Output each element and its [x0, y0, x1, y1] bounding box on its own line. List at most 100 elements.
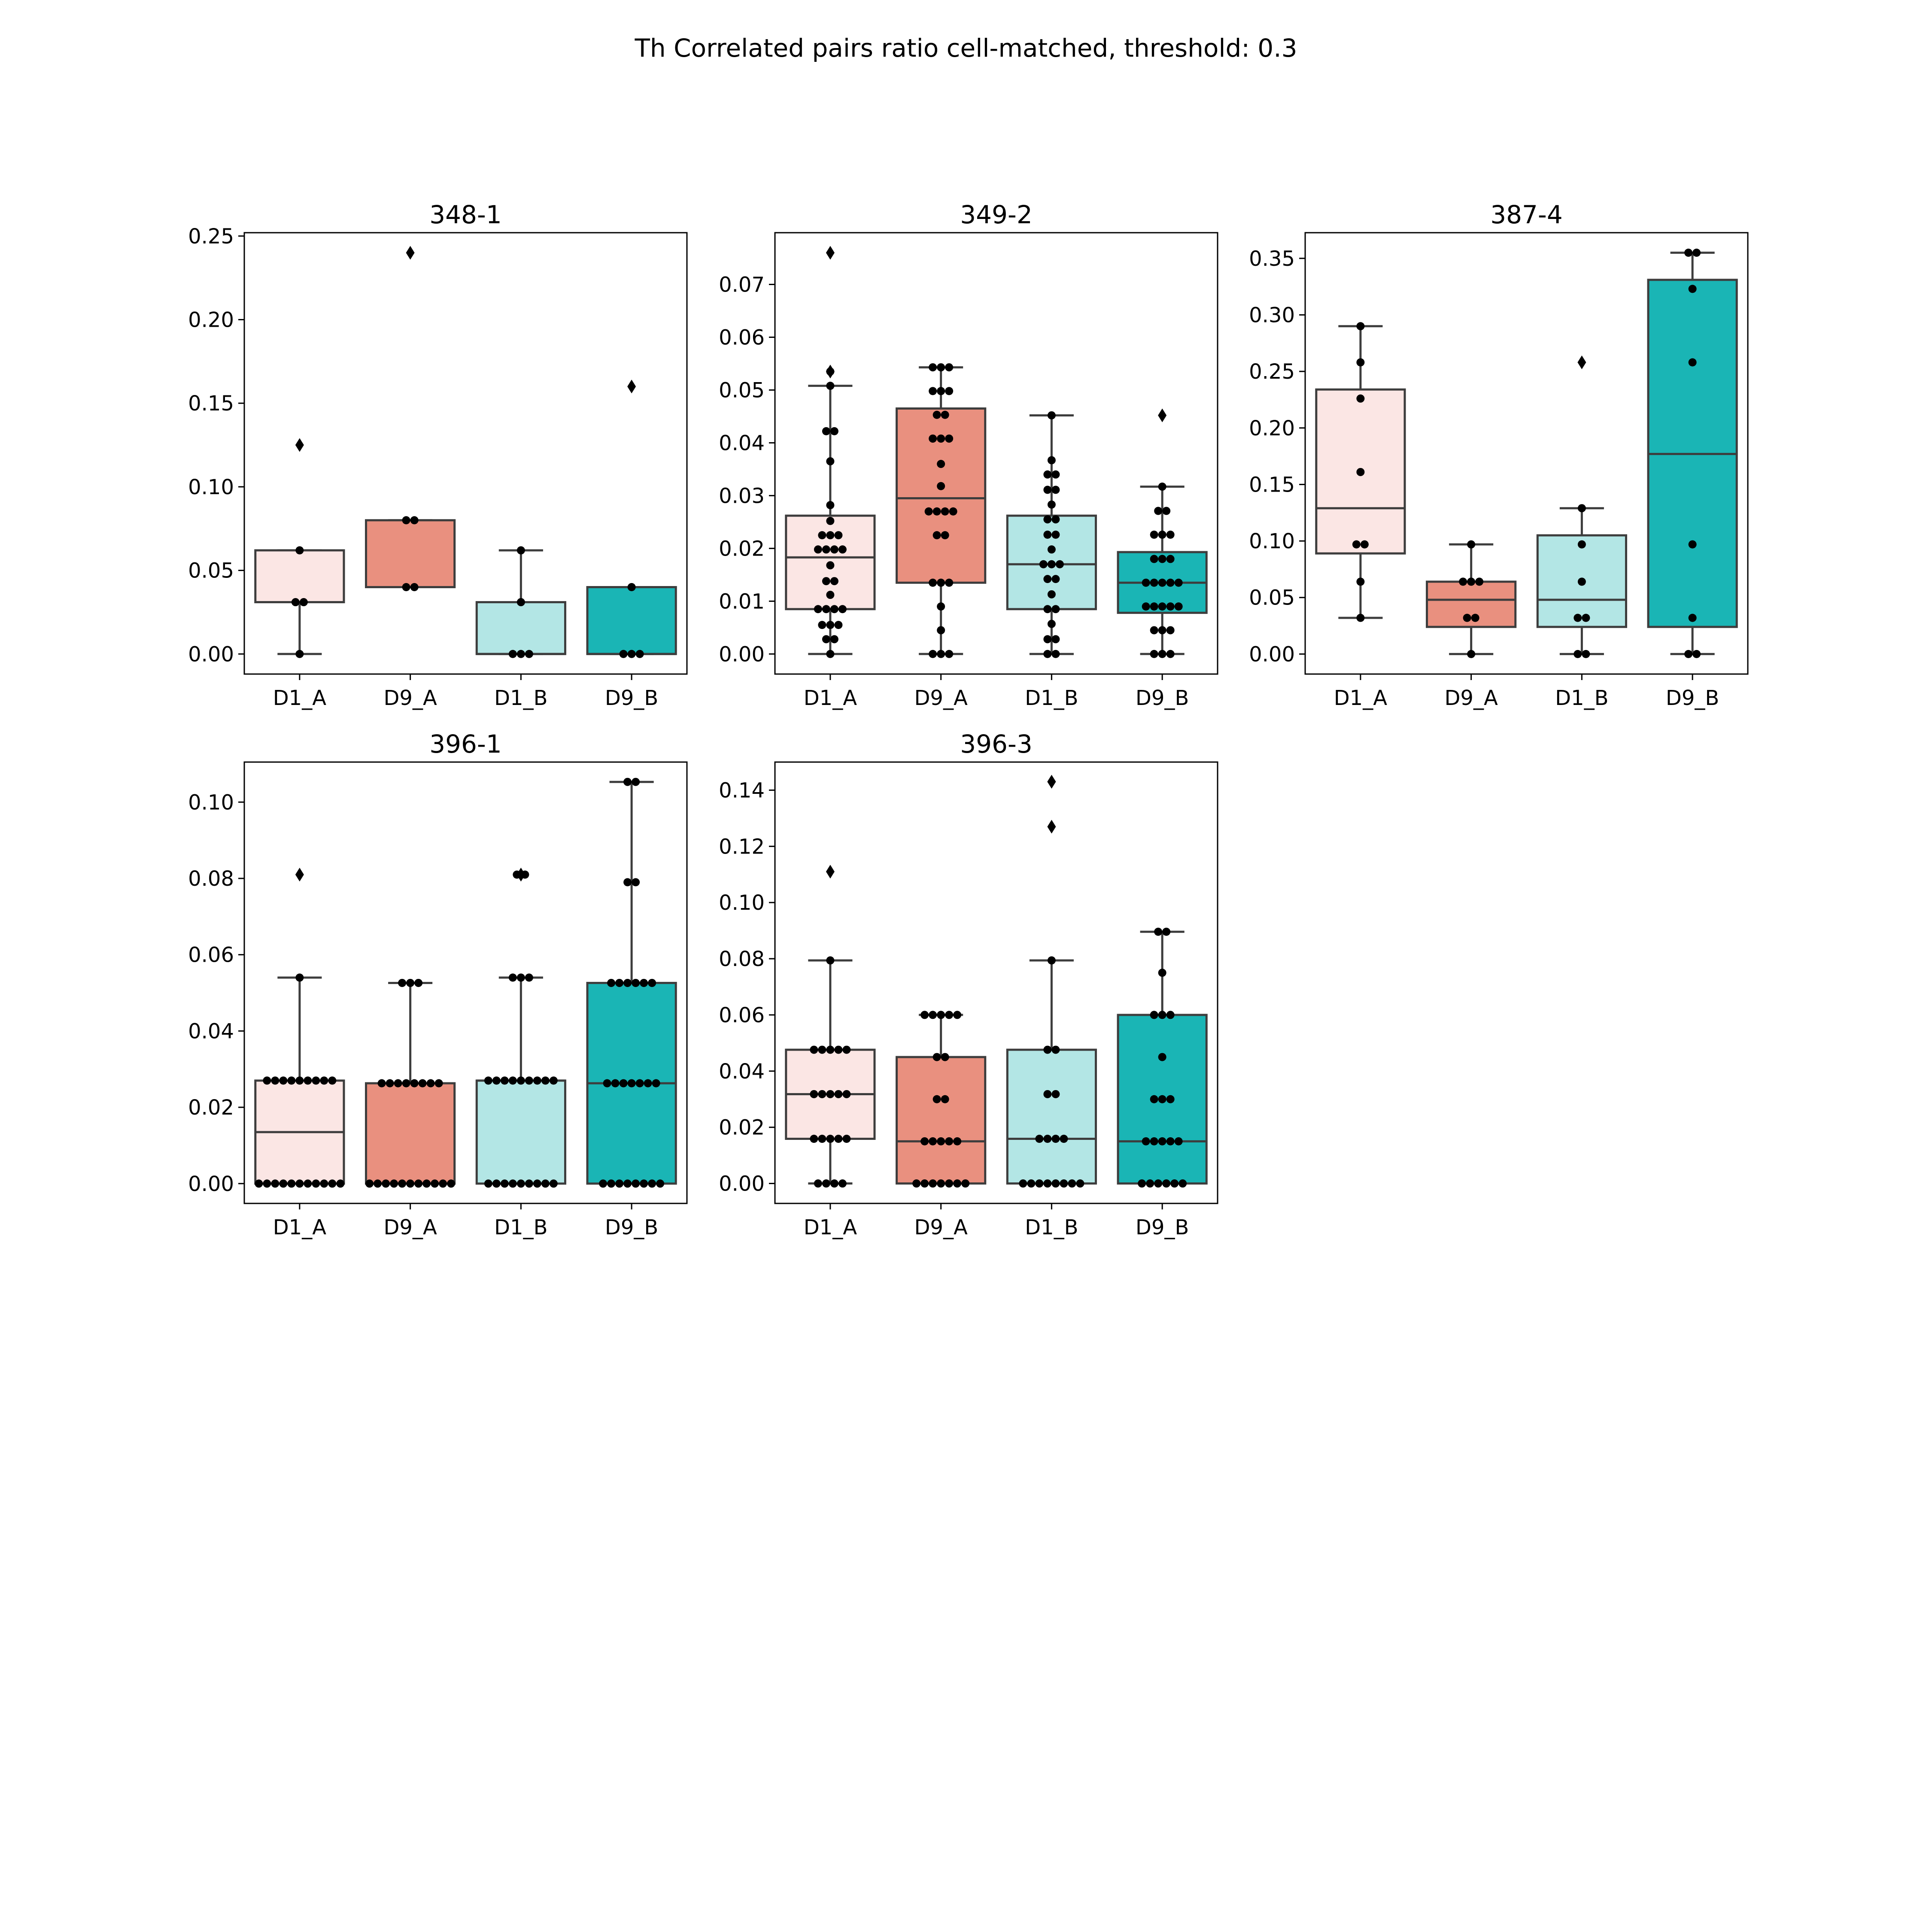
data-point	[1043, 650, 1052, 658]
figure-title: Th Correlated pairs ratio cell-matched, …	[634, 33, 1297, 63]
data-point	[1076, 1179, 1084, 1188]
data-point	[1051, 1134, 1060, 1143]
data-point	[838, 545, 847, 554]
data-point	[1688, 614, 1697, 622]
data-point	[1150, 578, 1158, 587]
data-point	[508, 650, 517, 658]
data-point	[818, 1134, 826, 1143]
data-point	[406, 1179, 415, 1188]
data-point	[826, 1134, 835, 1143]
data-point	[1162, 1179, 1171, 1188]
data-point	[924, 507, 933, 516]
data-point	[1692, 650, 1701, 658]
data-point	[1166, 578, 1175, 587]
box-group-D1_A	[254, 868, 345, 1188]
x-tick-label: D1_B	[1555, 686, 1608, 710]
data-point	[842, 1090, 851, 1098]
box-group-D1_B	[475, 546, 566, 658]
flier-marker	[295, 438, 304, 452]
data-point	[830, 545, 838, 554]
data-point	[1043, 575, 1052, 583]
data-point	[1051, 1045, 1060, 1054]
data-point	[1356, 394, 1365, 403]
data-point	[1043, 470, 1052, 479]
flier-marker	[627, 380, 636, 394]
data-point	[941, 1095, 949, 1103]
data-point	[945, 434, 954, 443]
y-tick-label: 0.03	[719, 484, 765, 508]
data-point	[1162, 507, 1171, 515]
data-point	[516, 973, 525, 982]
data-point	[516, 1076, 525, 1085]
panel-title: 387-4	[1490, 200, 1563, 229]
data-point	[431, 1179, 439, 1188]
data-point	[1043, 1134, 1052, 1143]
data-point	[623, 878, 632, 887]
data-point	[929, 387, 937, 395]
data-point	[1060, 1134, 1068, 1143]
data-point	[1471, 614, 1479, 622]
data-point	[607, 978, 616, 987]
x-tick-label: D9_B	[1136, 686, 1189, 710]
data-point	[1158, 650, 1166, 658]
data-point	[933, 410, 941, 419]
data-point	[533, 1179, 541, 1188]
data-point	[929, 1011, 937, 1019]
x-tick-label: D1_A	[273, 1215, 327, 1239]
data-point	[271, 1179, 279, 1188]
box-group-D9_B	[1117, 408, 1208, 658]
data-point	[312, 1076, 320, 1085]
data-point	[410, 583, 419, 592]
data-point	[834, 531, 843, 540]
flier-marker	[1158, 408, 1167, 422]
data-point	[810, 1045, 818, 1054]
data-point	[1582, 614, 1590, 622]
data-point	[1019, 1179, 1027, 1188]
data-point	[826, 591, 835, 599]
data-point	[525, 1076, 533, 1085]
x-tick-label: D9_A	[914, 686, 968, 710]
data-point	[1043, 1090, 1052, 1098]
x-tick-label: D1_B	[494, 686, 547, 710]
data-point	[814, 545, 822, 554]
data-point	[525, 973, 533, 982]
data-point	[1158, 482, 1166, 491]
data-point	[304, 1076, 312, 1085]
data-point	[945, 387, 954, 395]
data-point	[426, 1079, 435, 1088]
y-tick-label: 0.30	[1249, 303, 1295, 327]
box-group-D9_A	[1426, 540, 1517, 658]
data-point	[541, 1076, 550, 1085]
data-point	[295, 650, 304, 658]
x-tick-label: D9_B	[1136, 1215, 1189, 1239]
data-point	[1356, 468, 1365, 476]
y-tick-label: 0.10	[188, 475, 234, 499]
axes-frame	[774, 761, 1218, 1204]
data-point	[603, 1079, 611, 1088]
box-group-D9_A	[896, 1011, 987, 1188]
data-point	[822, 635, 830, 644]
data-point	[1051, 605, 1060, 614]
data-point	[434, 1079, 443, 1088]
data-point	[406, 978, 415, 987]
data-point	[295, 1179, 304, 1188]
data-point	[1356, 614, 1365, 622]
data-point	[1360, 540, 1369, 549]
data-point	[937, 1179, 945, 1188]
data-point	[1043, 635, 1052, 644]
data-point	[516, 650, 525, 658]
data-point	[312, 1179, 320, 1188]
data-point	[271, 1076, 279, 1085]
data-point	[818, 1045, 826, 1054]
data-point	[377, 1079, 386, 1088]
data-point	[941, 531, 949, 540]
data-point	[929, 1137, 937, 1145]
panel-396-1: 396-1 0.00 0.02 0.04 0.06 0.08 0.10 D1_A D9_A D1_…	[188, 729, 688, 1239]
data-point	[810, 1134, 818, 1143]
data-point	[1142, 1137, 1150, 1145]
data-point	[920, 1179, 929, 1188]
data-point	[533, 1076, 541, 1085]
data-point	[1047, 560, 1056, 568]
data-point	[1158, 1053, 1166, 1061]
